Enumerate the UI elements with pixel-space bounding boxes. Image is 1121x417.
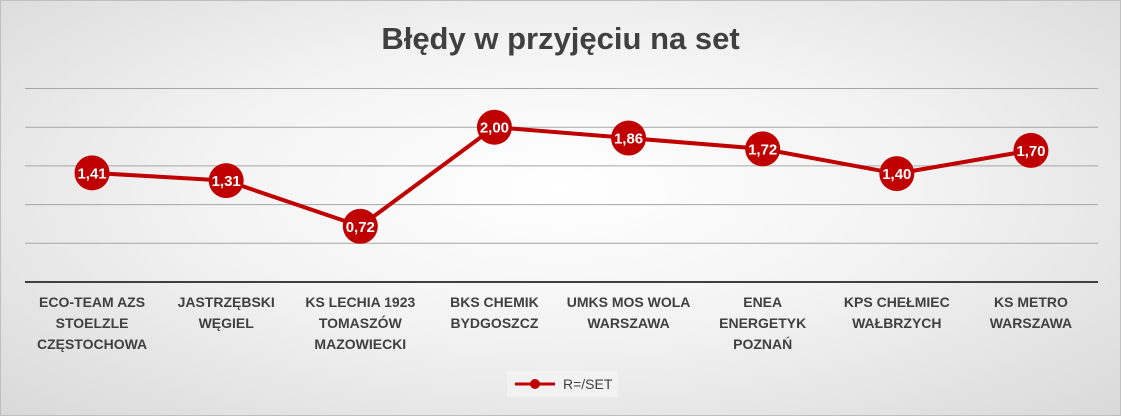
- data-label: 1,31: [212, 173, 241, 190]
- x-tick-label: KS METRO WARSZAWA: [989, 294, 1073, 331]
- x-tick-label: KS LECHIA 1923 TOMASZÓW MAZOWIECKI: [305, 294, 416, 352]
- series-line: [91, 125, 1032, 229]
- data-point-marker: [1013, 132, 1049, 168]
- legend: R=/SET: [507, 371, 619, 397]
- data-label: 0,72: [346, 219, 375, 236]
- x-tick-label: BKS CHEMIK BYDGOSZCZ: [450, 294, 539, 331]
- data-point-marker: [74, 155, 110, 191]
- data-point-marker: [342, 208, 378, 244]
- x-tick-label: JASTRZĘBSKI WĘGIEL: [177, 294, 275, 331]
- data-label: 1,70: [1016, 143, 1045, 160]
- data-label: 1,41: [77, 165, 106, 182]
- chart-title: Błędy w przyjęciu na set: [381, 21, 740, 56]
- x-tick-label: ENEA ENERGETYK POZNAŃ: [719, 294, 807, 352]
- data-point-marker: [208, 163, 244, 199]
- data-point-marker: [745, 131, 781, 167]
- x-tick-label: UMKS MOS WOLA WARSZAWA: [566, 294, 691, 331]
- legend-line-marker-icon: [515, 379, 555, 389]
- data-label: 1,40: [882, 166, 911, 183]
- x-tick-label: KPS CHEŁMIEC WAŁBRZYCH: [843, 294, 950, 331]
- legend-label: R=/SET: [563, 376, 613, 392]
- x-tick-label: ECO-TEAM AZS STOELZLE CZĘSTOCHOWA: [36, 294, 148, 352]
- data-label: 2,00: [480, 120, 509, 137]
- data-point-marker: [611, 120, 647, 156]
- data-label: 1,72: [748, 141, 777, 158]
- data-point-marker: [476, 109, 512, 145]
- data-label: 1,86: [614, 131, 643, 148]
- data-point-marker: [879, 156, 915, 192]
